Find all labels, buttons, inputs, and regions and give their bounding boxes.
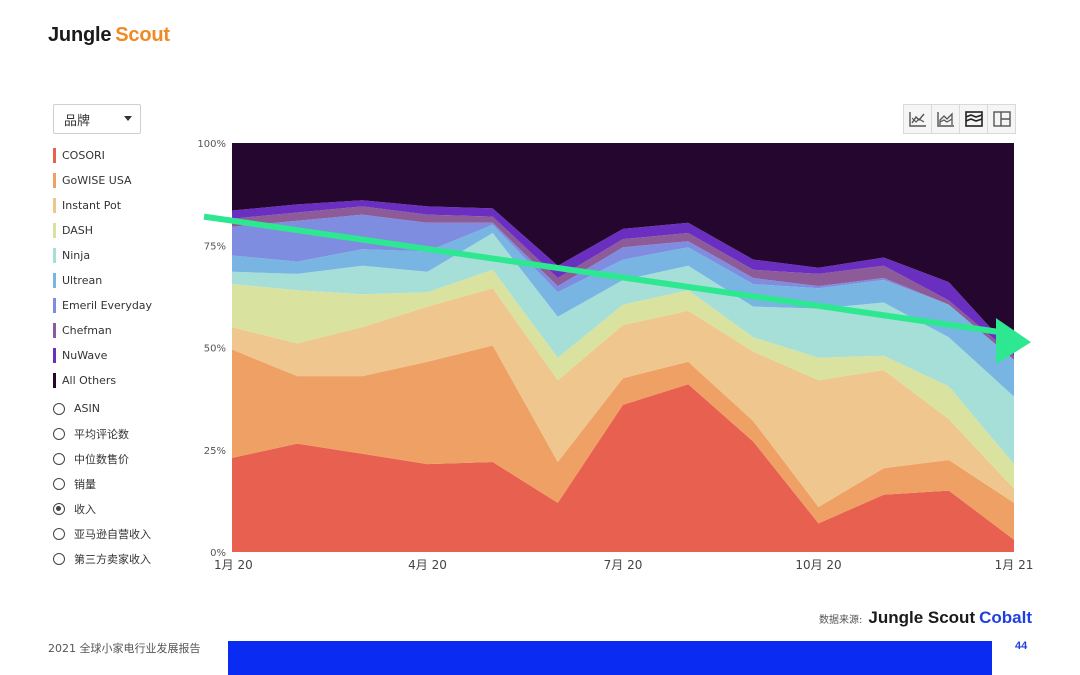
legend-label: All Others (62, 374, 117, 387)
radio-button (53, 527, 65, 540)
y-tick-label: 50% (204, 344, 226, 355)
x-tick-label: 7月 20 (604, 558, 643, 572)
legend-swatch (53, 323, 56, 338)
legend-label: Emeril Everyday (62, 299, 153, 312)
legend-item-emeril-everyday[interactable]: Emeril Everyday (53, 293, 152, 318)
metric-radio-revenue[interactable]: 收入 (53, 496, 151, 521)
line-chart-icon[interactable] (904, 105, 932, 133)
legend-item-all-others[interactable]: All Others (53, 368, 152, 393)
x-tick-label: 1月 20 (214, 558, 253, 572)
source-brand-2: Cobalt (979, 608, 1032, 627)
stacked-area-chart: 0%25%50%75%100% 1月 20 4月 20 7月 20 10月 20 1月 … (197, 139, 1033, 572)
brand-dropdown-label: 品牌 (64, 113, 91, 129)
x-tick-label: 1月 21 (995, 558, 1034, 572)
y-tick-label: 25% (204, 446, 226, 457)
x-tick-label: 4月 20 (408, 558, 447, 572)
radio-label: 收入 (74, 502, 96, 516)
metric-radio-group: ASIN 平均评论数 中位数售价 销量 收入 亚马逊自营收入 第三方卖家收入 (53, 396, 151, 571)
area-series-dash[interactable] (232, 269, 1014, 489)
legend-label: Ninja (62, 249, 91, 262)
source-brand-1: Jungle Scout (868, 608, 976, 627)
legend-label: Chefman (62, 324, 112, 337)
radio-button (53, 452, 65, 465)
report-title: 2021 全球小家电行业发展报告 (48, 642, 201, 655)
legend-swatch (53, 273, 56, 288)
radio-label: 中位数售价 (74, 452, 129, 466)
x-tick-label: 10月 20 (795, 558, 841, 572)
series-legend: COSORI GoWISE USA Instant Pot DASH Ninja… (53, 143, 152, 393)
legend-label: NuWave (62, 349, 108, 362)
area-series-ninja[interactable] (232, 233, 1014, 465)
legend-swatch (53, 198, 56, 213)
radio-button (53, 477, 65, 490)
legend-swatch (53, 248, 56, 263)
radio-label: 第三方卖家收入 (74, 552, 151, 566)
legend-item-dash[interactable]: DASH (53, 218, 152, 243)
legend-item-nuwave[interactable]: NuWave (53, 343, 152, 368)
trend-arrow-head (996, 318, 1031, 365)
radio-label: ASIN (74, 402, 100, 415)
chevron-down-icon (124, 116, 132, 121)
footer-bar (228, 641, 992, 675)
radio-button (53, 502, 65, 515)
legend-swatch (53, 173, 56, 188)
legend-label: Instant Pot (62, 199, 122, 212)
x-axis: 1月 20 4月 20 7月 20 10月 20 1月 21 (214, 558, 1033, 572)
legend-item-cosori[interactable]: COSORI (53, 143, 152, 168)
metric-radio-asin[interactable]: ASIN (53, 396, 151, 421)
grid-view-icon[interactable] (988, 105, 1015, 133)
metric-radio-3p-revenue[interactable]: 第三方卖家收入 (53, 546, 151, 571)
metric-radio-amazon-revenue[interactable]: 亚马逊自营收入 (53, 521, 151, 546)
y-tick-label: 0% (210, 548, 226, 559)
legend-item-ninja[interactable]: Ninja (53, 243, 152, 268)
radio-label: 亚马逊自营收入 (74, 527, 151, 541)
logo-word-1: Jungle (48, 24, 112, 46)
radio-label: 销量 (74, 477, 96, 491)
jungle-scout-logo: Jungle Scout (48, 24, 170, 47)
chart-areas (232, 143, 1014, 552)
area-series-all-others[interactable] (232, 143, 1014, 354)
legend-label: DASH (62, 224, 94, 237)
source-label: 数据来源: (819, 615, 863, 626)
area-series-ultrean[interactable] (232, 224, 1014, 397)
chart-type-toolbar (903, 104, 1016, 134)
metric-radio-median-price[interactable]: 中位数售价 (53, 446, 151, 471)
area-series-gowise-usa[interactable] (232, 345, 1014, 540)
page-number: 44 (1015, 640, 1028, 652)
legend-swatch (53, 148, 56, 163)
legend-item-ultrean[interactable]: Ultrean (53, 268, 152, 293)
trend-arrow (203, 213, 1031, 365)
radio-button (53, 427, 65, 440)
data-source: 数据来源: Jungle Scout Cobalt (819, 608, 1032, 628)
y-tick-label: 100% (197, 139, 226, 150)
y-tick-label: 75% (204, 241, 226, 252)
legend-swatch (53, 223, 56, 238)
area-chart-icon[interactable] (932, 105, 960, 133)
legend-swatch (53, 373, 56, 388)
area-series-nuwave[interactable] (232, 200, 1014, 356)
metric-radio-units-sold[interactable]: 销量 (53, 471, 151, 496)
legend-label: GoWISE USA (62, 174, 132, 187)
radio-button (53, 552, 65, 565)
logo-word-2: Scout (115, 24, 170, 46)
metric-radio-avg-reviews[interactable]: 平均评论数 (53, 421, 151, 446)
y-axis: 0% 25% 50% 75% 100% (197, 139, 226, 559)
legend-label: Ultrean (62, 274, 103, 287)
radio-button (53, 402, 65, 415)
stacked-area-icon[interactable] (960, 105, 988, 133)
legend-label: COSORI (62, 149, 105, 162)
trend-arrow-line (203, 213, 1001, 336)
area-series-cosori[interactable] (232, 384, 1014, 552)
area-series-instant-pot[interactable] (232, 288, 1014, 507)
legend-swatch (53, 298, 56, 313)
legend-item-chefman[interactable]: Chefman (53, 318, 152, 343)
legend-item-gowise[interactable]: GoWISE USA (53, 168, 152, 193)
legend-item-instant-pot[interactable]: Instant Pot (53, 193, 152, 218)
legend-swatch (53, 348, 56, 363)
brand-dropdown[interactable]: 品牌 (53, 104, 141, 134)
radio-label: 平均评论数 (74, 427, 129, 441)
